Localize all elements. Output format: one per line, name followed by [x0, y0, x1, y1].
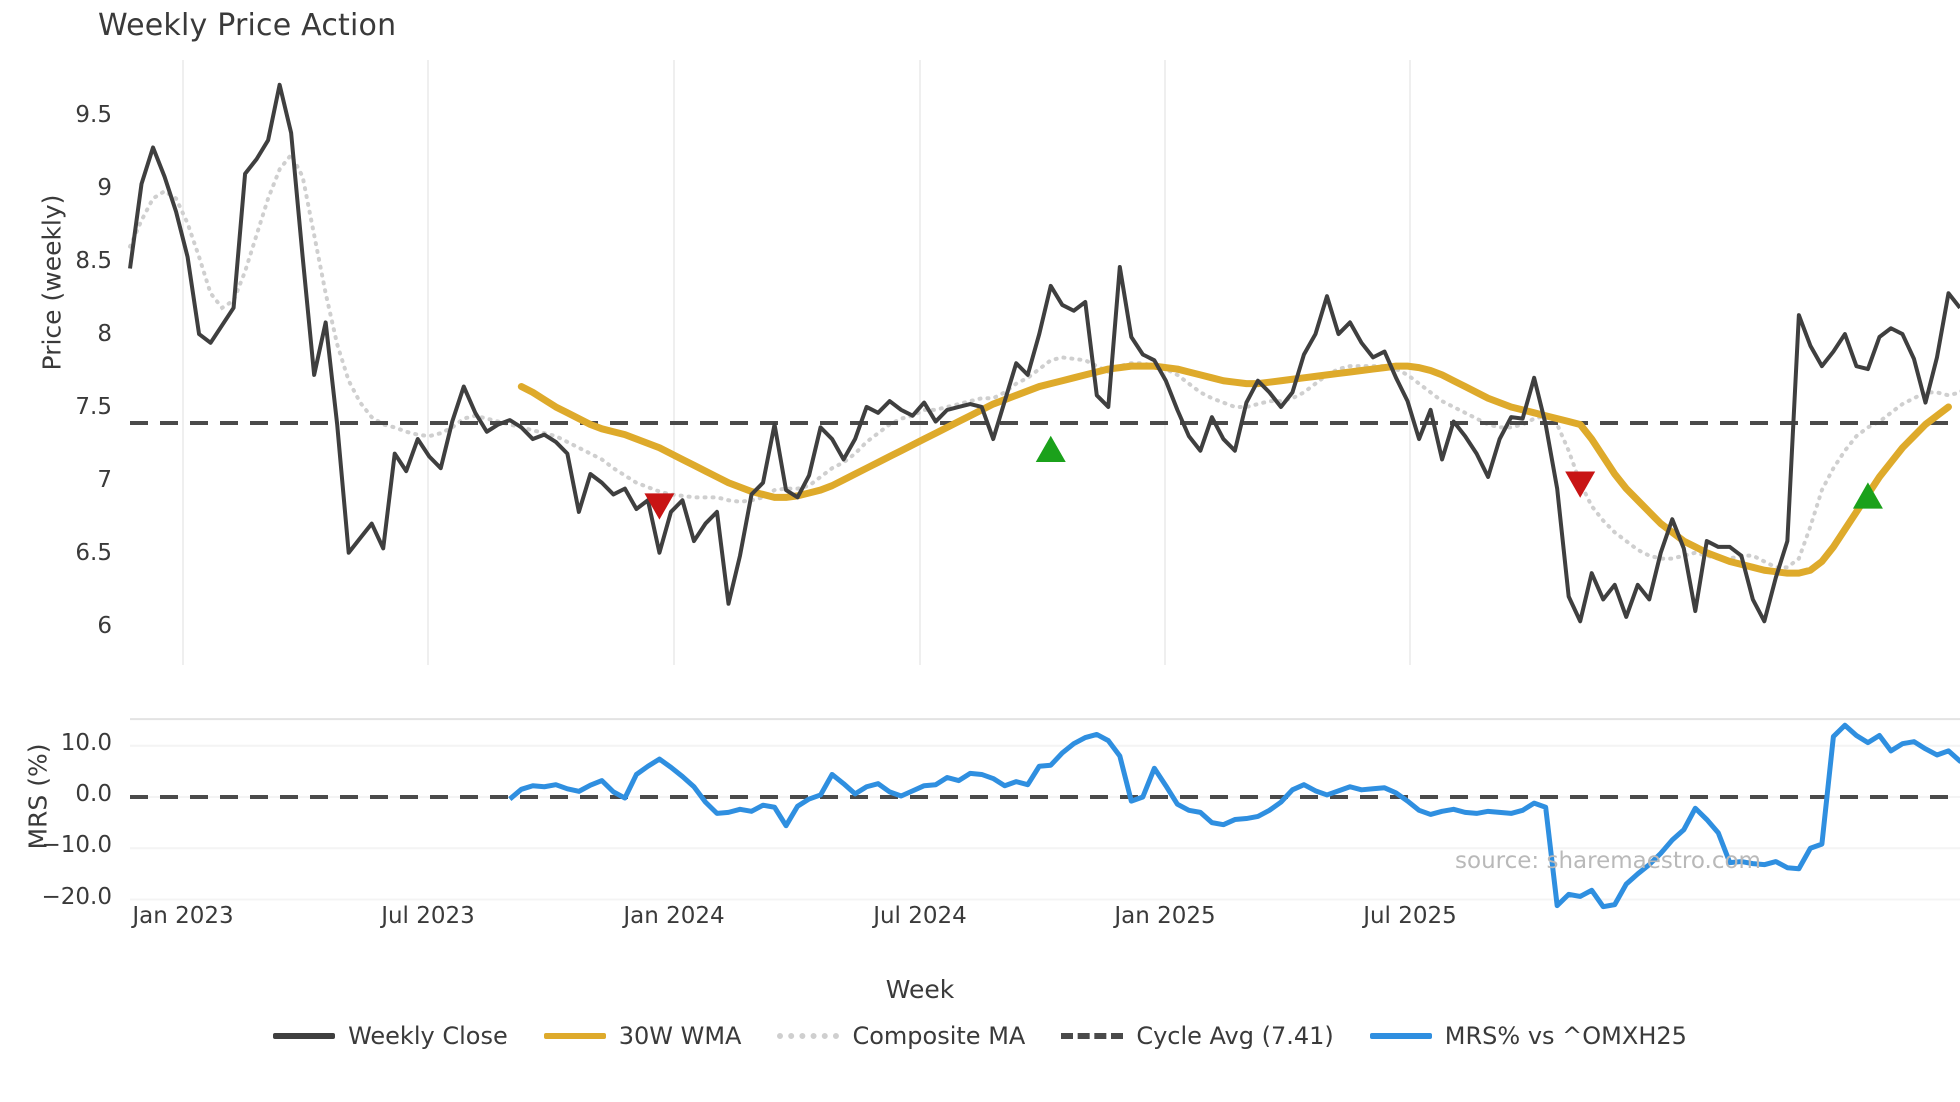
mrs-ytick-0: 10.0 — [60, 729, 112, 756]
legend-label-0: Weekly Close — [348, 1022, 508, 1050]
legend-item-0[interactable]: Weekly Close — [273, 1022, 508, 1050]
mrs-ytick-1: 0.0 — [75, 781, 112, 807]
x-tick-4: Jan 2025 — [1114, 903, 1216, 929]
wma-line — [517, 362, 1952, 577]
page-title: Weekly Price Action — [98, 8, 397, 43]
buy-marker-1 — [1035, 435, 1066, 462]
mrs-axis-label: MRS (%) — [23, 743, 53, 850]
x-tick-3: Jul 2024 — [873, 903, 967, 929]
source-watermark: source: sharemaestro.com — [1455, 848, 1761, 874]
legend-swatch-2 — [777, 1033, 840, 1039]
x-tick-5: Jul 2025 — [1363, 903, 1457, 929]
sell-marker-0 — [644, 493, 675, 520]
chart-legend: Weekly Close 30W WMA Composite MA Cycle Avg… — [0, 1022, 1960, 1050]
sell-marker-2 — [1565, 471, 1596, 498]
legend-label-3: Cycle Avg (7.41) — [1136, 1022, 1334, 1050]
mrs-ytick-3: −20.0 — [41, 883, 112, 910]
legend-label-4: MRS% vs ^OMXH25 — [1444, 1022, 1687, 1050]
mrs-ytick-2: −10.0 — [41, 832, 112, 859]
legend-swatch-3 — [1061, 1033, 1124, 1039]
x-tick-0: Jan 2023 — [132, 903, 234, 929]
weekly-close-line — [128, 82, 1960, 624]
legend-swatch-1 — [543, 1033, 606, 1039]
price-ytick-1: 9 — [97, 175, 112, 202]
composite-ma-line — [128, 151, 1960, 570]
price-ytick-0: 9.5 — [75, 102, 112, 129]
price-ytick-4: 7.5 — [75, 393, 112, 420]
price-ytick-2: 8.5 — [75, 248, 112, 275]
legend-swatch-4 — [1369, 1033, 1432, 1039]
legend-label-2: Composite MA — [852, 1022, 1026, 1050]
mrs-panel — [130, 715, 1960, 920]
legend-item-3[interactable]: Cycle Avg (7.41) — [1061, 1022, 1334, 1050]
x-tick-1: Jul 2023 — [381, 903, 475, 929]
price-ytick-3: 8 — [97, 320, 112, 347]
legend-label-1: 30W WMA — [618, 1022, 742, 1050]
buy-marker-3 — [1852, 482, 1883, 509]
legend-item-2[interactable]: Composite MA — [777, 1022, 1025, 1050]
mrs-line — [508, 722, 1960, 910]
legend-item-1[interactable]: 30W WMA — [543, 1022, 742, 1050]
x-axis-label: Week — [0, 975, 1960, 1004]
price-panel — [128, 60, 1960, 665]
x-axis-label-text: Week — [885, 975, 955, 1004]
price-ytick-5: 7 — [97, 466, 112, 493]
price-ytick-6: 6.5 — [75, 539, 112, 566]
legend-item-4[interactable]: MRS% vs ^OMXH25 — [1369, 1022, 1687, 1050]
price-ytick-7: 6 — [97, 612, 112, 639]
legend-swatch-0 — [273, 1033, 336, 1039]
x-tick-2: Jan 2024 — [623, 903, 725, 929]
price-axis-label: Price (weekly) — [37, 194, 67, 371]
